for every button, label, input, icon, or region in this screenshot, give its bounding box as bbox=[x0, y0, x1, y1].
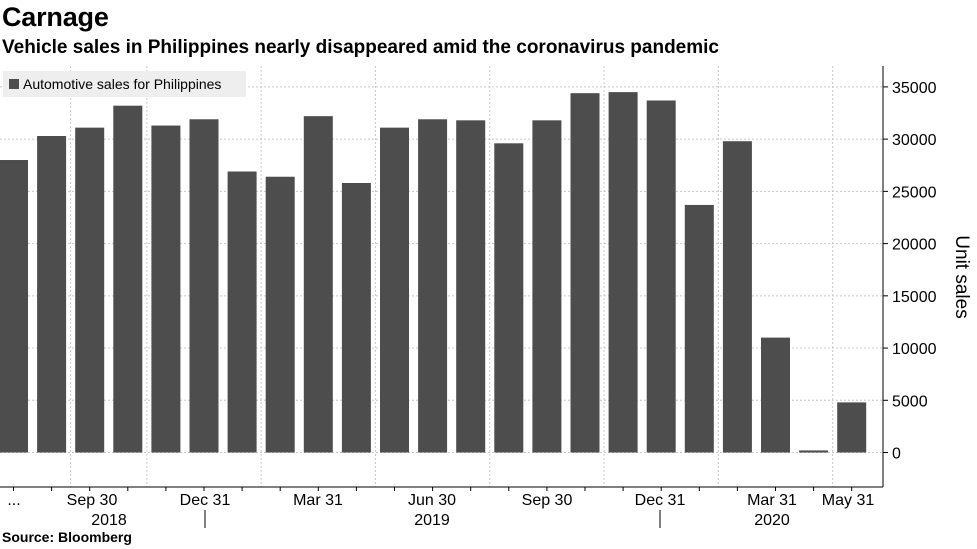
x-tick-label: Jun 30 bbox=[408, 492, 456, 509]
bar bbox=[418, 119, 448, 453]
x-year-label: 2018 bbox=[91, 512, 127, 529]
legend-label: Automotive sales for Philippines bbox=[23, 76, 221, 92]
x-tick-label: Dec 31 bbox=[180, 492, 231, 509]
bar bbox=[608, 92, 638, 453]
x-tick-label: ... bbox=[7, 492, 20, 509]
x-tick-label: Sep 30 bbox=[67, 492, 118, 509]
source-note: Source: Bloomberg bbox=[2, 529, 132, 545]
bar bbox=[570, 93, 600, 453]
x-tick-label: Mar 31 bbox=[747, 492, 797, 509]
bar bbox=[494, 143, 524, 453]
bar bbox=[532, 120, 562, 453]
bar bbox=[75, 127, 105, 453]
y-tick-label: 10000 bbox=[892, 341, 937, 358]
bar bbox=[151, 125, 181, 453]
y-tick-label: 30000 bbox=[892, 132, 937, 149]
x-year-label: 2019 bbox=[414, 512, 450, 529]
bar bbox=[113, 105, 143, 453]
y-tick-label: 20000 bbox=[892, 237, 937, 254]
x-year-label: 2020 bbox=[754, 512, 790, 529]
bars bbox=[0, 92, 867, 453]
y-tick-label: 15000 bbox=[892, 289, 937, 306]
x-tick-label: Sep 30 bbox=[522, 492, 573, 509]
bar bbox=[341, 183, 371, 453]
bar bbox=[37, 135, 67, 453]
bar bbox=[837, 402, 867, 453]
bar bbox=[227, 171, 257, 453]
y-tick-label: 0 bbox=[892, 446, 901, 463]
chart-title: Carnage bbox=[2, 2, 109, 32]
bar bbox=[456, 120, 486, 453]
bar bbox=[684, 204, 714, 453]
legend-swatch bbox=[9, 79, 19, 89]
bar bbox=[761, 337, 790, 453]
bar bbox=[265, 176, 295, 453]
bar bbox=[0, 160, 28, 453]
bar bbox=[380, 127, 409, 453]
bar bbox=[646, 100, 676, 453]
y-axis-label: Unit sales bbox=[951, 235, 972, 318]
x-tick-label: Mar 31 bbox=[293, 492, 343, 509]
axes: 0 5000 10000 15000 20000 25000 30000 35000... Se… bbox=[0, 66, 937, 529]
bar bbox=[799, 450, 829, 453]
bar bbox=[189, 119, 219, 453]
y-tick-label: 5000 bbox=[892, 393, 928, 410]
y-tick-label: 25000 bbox=[892, 184, 937, 201]
x-tick-label: May 31 bbox=[822, 492, 875, 509]
bar bbox=[303, 116, 333, 453]
legend-background bbox=[3, 71, 246, 97]
x-tick-label: Dec 31 bbox=[635, 492, 686, 509]
legend: Automotive sales for Philippines bbox=[3, 71, 246, 97]
y-tick-label: 35000 bbox=[892, 80, 937, 97]
chart-subtitle: Vehicle sales in Philippines nearly disa… bbox=[2, 37, 719, 58]
bar bbox=[722, 141, 752, 453]
